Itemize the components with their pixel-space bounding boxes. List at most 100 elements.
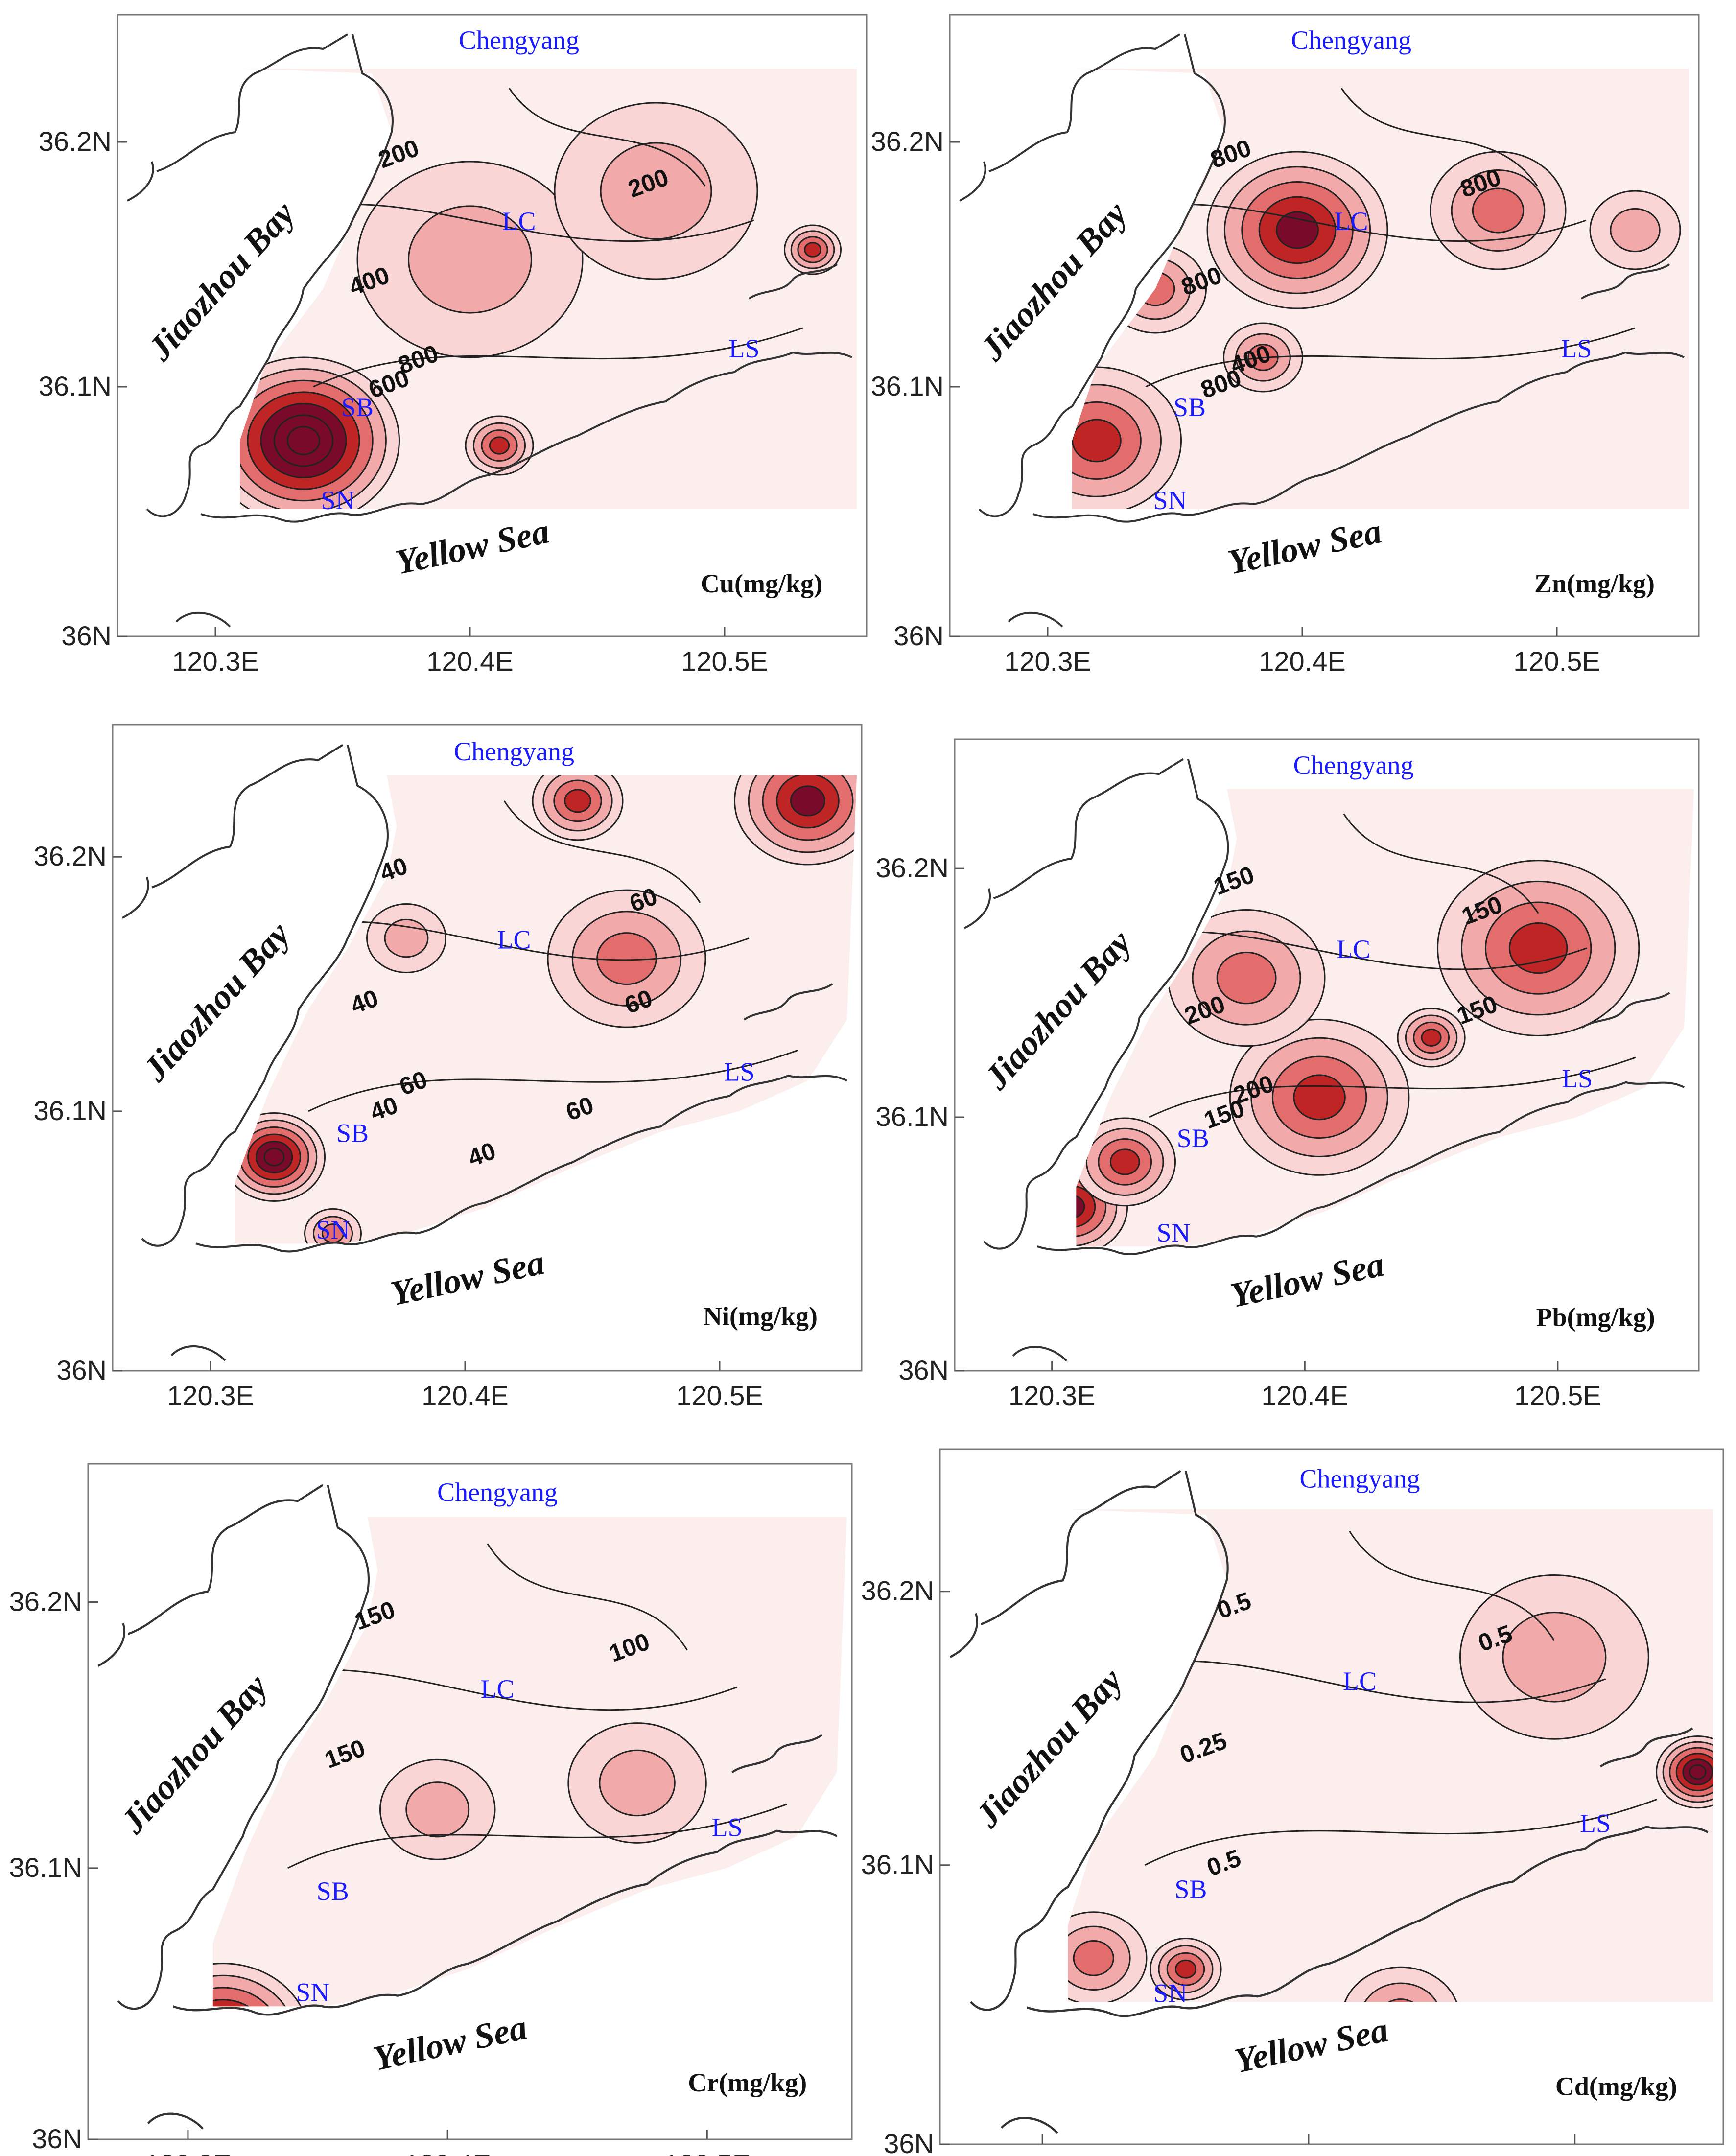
contour-line <box>384 918 429 958</box>
x-tick-label: 120.3E <box>167 1380 254 1411</box>
contour-line <box>553 779 602 822</box>
contour-line <box>1589 190 1681 270</box>
x-tick-label: 120.3E <box>144 2149 232 2156</box>
contour-line <box>804 242 821 258</box>
contour-line <box>1068 1925 1131 1991</box>
place-label-ls: LS <box>712 1813 743 1842</box>
contour-line <box>1405 1014 1458 1061</box>
contour-line <box>1293 1074 1346 1121</box>
contour-line <box>1072 384 1162 497</box>
contour-line <box>1359 1982 1442 2002</box>
contour-line <box>1223 322 1303 393</box>
concentration-level <box>322 1224 344 1243</box>
x-tick-label: 120.3E <box>1004 646 1091 677</box>
contour-line <box>247 1133 301 1181</box>
contour-line <box>1076 1176 1107 1238</box>
y-tick-label: 36.1N <box>871 371 944 401</box>
concentration-level <box>1689 1765 1706 1779</box>
place-label-ls: LS <box>1561 334 1592 363</box>
x-tick-label: 120.4E <box>422 1380 509 1411</box>
place-label-sn: SN <box>1157 1218 1191 1247</box>
map-panel-zn: 120.3E 120.4E 120.5E 36.2N 36.1N 36N Chengyang… <box>871 14 1700 677</box>
x-tick-label: 120.4E <box>1259 646 1346 677</box>
concentration-level <box>1509 923 1567 973</box>
contour-line <box>1421 1028 1442 1047</box>
contour-line <box>1484 901 1592 995</box>
concentration-level <box>564 790 591 812</box>
unit-label: Ni(mg/kg) <box>703 1301 818 1331</box>
contour-line <box>465 415 534 476</box>
contour-line <box>212 1963 310 2007</box>
contour-line <box>1192 930 1301 1026</box>
concentration-level <box>804 242 821 257</box>
contour-line <box>1610 208 1661 253</box>
place-label-chengyang: Chengyang <box>437 1477 558 1507</box>
place-label-sb: SB <box>341 393 374 422</box>
panels-root: 120.3E 120.4E 120.5E 36.2N 36.1N 36N Chengyang… <box>9 14 1724 2156</box>
concentration-level <box>1072 420 1121 462</box>
y-tick-label: 36.1N <box>39 371 112 401</box>
contour-line <box>797 236 828 263</box>
place-label-ls: LS <box>1562 1064 1593 1093</box>
contour-line <box>1413 1021 1450 1054</box>
contour-line <box>1068 1911 1148 2002</box>
place-label-ls: LS <box>724 1057 754 1087</box>
x-tick-label: 120.4E <box>426 646 514 677</box>
y-tick-label: 36N <box>61 620 112 651</box>
contour-line <box>1174 1959 1197 1979</box>
concentration-level <box>264 1148 284 1166</box>
place-label-ls: LS <box>1580 1809 1611 1838</box>
contour-line <box>1669 1747 1713 1797</box>
contour-line <box>1460 880 1616 1016</box>
contour-line <box>263 1148 285 1167</box>
place-label-lc: LC <box>481 1674 515 1704</box>
contour-line <box>564 789 591 813</box>
study-area <box>235 775 857 1244</box>
contour-line <box>790 230 835 269</box>
concentration-level <box>1422 1029 1441 1046</box>
contour-line <box>489 436 510 455</box>
contour-line <box>1076 1167 1118 1247</box>
contour-line <box>1216 951 1277 1005</box>
contour-line <box>366 903 446 974</box>
contour-line <box>481 429 518 462</box>
contour-line <box>255 1141 293 1173</box>
place-label-ls: LS <box>728 334 759 363</box>
y-tick-label: 36.2N <box>39 126 112 157</box>
place-label-chengyang: Chengyang <box>454 737 574 766</box>
y-tick-label: 36N <box>884 2128 934 2156</box>
place-label-sn: SN <box>296 1977 329 2007</box>
contour-line <box>1662 1741 1713 1803</box>
concentration-field <box>240 102 842 509</box>
place-label-chengyang: Chengyang <box>1291 25 1411 55</box>
concentration-field <box>1068 1574 1713 2002</box>
unit-label: Cd(mg/kg) <box>1555 2071 1677 2101</box>
contour-line <box>542 775 613 832</box>
contour-line <box>472 422 526 469</box>
contour-line <box>260 402 347 479</box>
contour-line <box>1472 187 1525 234</box>
contour-line <box>356 161 584 358</box>
contour-line <box>776 775 840 829</box>
contour-line <box>212 1987 282 2007</box>
contour-line <box>1076 1195 1085 1219</box>
concentration-level <box>1610 209 1660 252</box>
concentration-level <box>1473 188 1524 233</box>
contour-line <box>1276 211 1319 249</box>
concentration-level <box>1074 1941 1114 1976</box>
contour-line <box>1656 1735 1713 1809</box>
contour-line <box>1206 151 1388 309</box>
contour-line <box>790 785 825 817</box>
contour-line <box>235 1119 318 1195</box>
concentration-level <box>1175 1960 1196 1978</box>
y-tick-label: 36N <box>898 1355 949 1385</box>
x-tick-label: 120.3E <box>999 2154 1086 2156</box>
contour-line <box>1250 1037 1388 1157</box>
contour-line <box>235 1112 326 1202</box>
place-label-lc: LC <box>502 207 536 236</box>
concentration-level <box>601 142 711 239</box>
concentration-level <box>287 426 320 455</box>
contour-line <box>1451 169 1546 252</box>
contour-line <box>547 889 706 1028</box>
